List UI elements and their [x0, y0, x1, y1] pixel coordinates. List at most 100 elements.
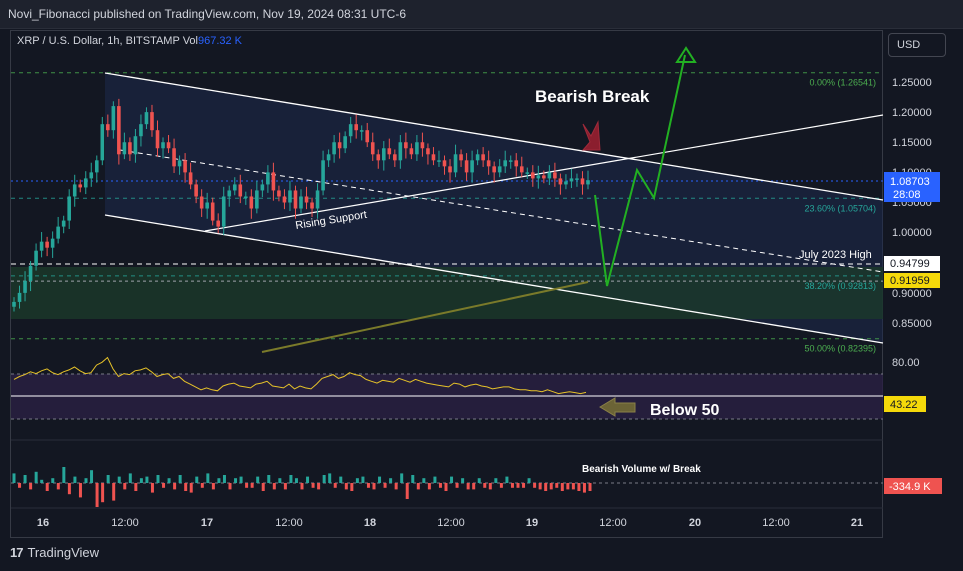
volume-bar — [383, 483, 387, 488]
candles — [12, 98, 590, 312]
time-axis-tick: 21 — [851, 517, 863, 529]
volume-bar — [200, 483, 204, 488]
candle-body — [464, 160, 469, 173]
volume-bar — [505, 476, 509, 483]
candle-body — [72, 184, 77, 197]
support-price-box — [884, 273, 940, 288]
volume-bar — [355, 478, 359, 483]
candle-body — [431, 154, 436, 161]
candle-body — [415, 142, 419, 155]
candle-body — [34, 250, 38, 266]
candle-body — [282, 196, 287, 203]
volume-bar — [571, 483, 575, 490]
volume-bar — [582, 483, 586, 493]
volume-bar — [361, 476, 365, 483]
candle-body — [161, 142, 165, 149]
volume-bar — [444, 483, 448, 491]
volume-bar — [422, 478, 426, 483]
volume-bar — [217, 478, 221, 483]
volume-bar — [322, 475, 326, 483]
currency-button[interactable]: USD — [888, 33, 946, 57]
candle-body — [56, 226, 60, 239]
rsi-series — [13, 356, 587, 395]
candle-body — [133, 136, 138, 155]
candle-body — [332, 142, 336, 155]
candle-body — [553, 172, 557, 179]
volume-bar — [378, 476, 382, 483]
bearish-volume-label: Bearish Volume w/ Break — [582, 464, 701, 475]
volume-bar — [78, 483, 82, 498]
candle-body — [144, 112, 149, 125]
volume-bar — [317, 483, 321, 490]
volume-bar — [245, 483, 249, 488]
candle-body — [83, 178, 88, 188]
candle-body — [393, 154, 397, 161]
projection-arrows — [581, 46, 697, 417]
volume-bar — [588, 483, 592, 491]
volume-bar — [178, 475, 182, 483]
volume-bar — [549, 483, 553, 490]
time-axis-tick: 12:00 — [762, 517, 790, 529]
symbol-title: XRP / U.S. Dollar, 1h, BITSTAMP — [17, 35, 180, 47]
volume-bar — [538, 483, 542, 490]
candle-body — [586, 180, 590, 185]
volume-bar — [211, 483, 215, 490]
lower-channel-line — [104, 214, 884, 344]
candle-body — [299, 196, 303, 209]
july-high-label: July 2023 High — [799, 249, 872, 261]
projected-arrowhead — [675, 46, 697, 63]
candle-body — [128, 142, 132, 155]
price-axis-tick: 1.15000 — [892, 137, 932, 149]
candle-body — [381, 148, 386, 161]
volume-bar — [228, 483, 232, 490]
candle-body — [23, 280, 27, 293]
candle-body — [255, 190, 259, 209]
time-axis-tick: 16 — [37, 517, 49, 529]
volume-bar — [117, 476, 121, 483]
volume-bar — [45, 483, 49, 491]
candle-body — [67, 196, 71, 221]
candle-body — [17, 292, 22, 302]
volume-bar — [510, 483, 514, 488]
volume-value-box — [884, 478, 942, 494]
candle-body — [293, 190, 298, 209]
candle-body — [376, 154, 381, 161]
volume-bar — [339, 476, 343, 483]
rsi-axis-tick: 80.00 — [892, 357, 920, 369]
volume-bar — [73, 476, 77, 483]
volume-label: Vol — [182, 35, 198, 47]
rsi-value-box — [884, 396, 926, 412]
volume-bar — [40, 479, 44, 483]
candle-body — [155, 130, 160, 149]
volume-bar — [394, 483, 398, 490]
price-axis-tick: 1.20000 — [892, 107, 932, 119]
left-arrow-icon — [599, 397, 636, 417]
candle-body — [288, 190, 292, 203]
candle-body — [266, 172, 270, 185]
volume-bar — [311, 483, 315, 488]
time-axis-tick: 18 — [364, 517, 376, 529]
candle-body — [304, 196, 309, 203]
volume-bar — [184, 483, 188, 491]
candle-body — [387, 148, 392, 155]
volume-bar — [278, 478, 282, 483]
volume-bar — [400, 473, 404, 483]
volume-bar — [62, 467, 66, 483]
time-axis-tick: 12:00 — [111, 517, 139, 529]
volume-bar — [560, 483, 564, 491]
projected-path — [594, 54, 686, 287]
volume-bar — [162, 483, 166, 488]
candle-body — [166, 142, 171, 149]
candle-body — [508, 160, 513, 162]
candle-body — [177, 160, 182, 167]
volume-bar — [488, 483, 492, 490]
current-price-box — [884, 172, 940, 202]
volume-bar — [267, 475, 271, 483]
volume-bar — [499, 483, 503, 488]
candle-body — [106, 124, 110, 131]
volume-bars — [12, 467, 592, 507]
volume-bar — [51, 478, 55, 483]
tradingview-logo: 17 TradingView — [10, 545, 99, 560]
published-caption: Novi_Fibonacci published on TradingView.… — [8, 7, 407, 21]
